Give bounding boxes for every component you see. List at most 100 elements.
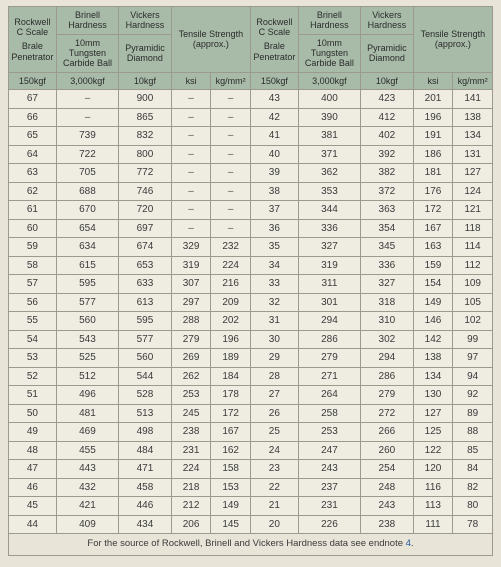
cell-hrc2: 40 [250, 145, 298, 164]
cell-hrc2: 27 [250, 386, 298, 405]
cell-kgmm2: 118 [453, 219, 493, 238]
cell-ksi: 269 [171, 349, 211, 368]
cell-hb: 688 [56, 182, 118, 201]
cell-hb: 432 [56, 478, 118, 497]
cell-ksi: 212 [171, 497, 211, 516]
cell-hrc: 53 [9, 349, 57, 368]
cell-hrc2: 28 [250, 367, 298, 386]
hdr-vickers-right: Vickers Hardness [361, 7, 414, 35]
cell-kgmm2: 121 [453, 201, 493, 220]
cell-hrc2: 36 [250, 219, 298, 238]
cell-kgmm2: 99 [453, 330, 493, 349]
cell-hb2: 381 [298, 127, 360, 146]
table-body: 67–900––4340042320114166–865––4239041219… [9, 90, 493, 534]
cell-hrc: 60 [9, 219, 57, 238]
cell-ksi: 238 [171, 423, 211, 442]
cell-hb: 409 [56, 515, 118, 534]
cell-ksi2: 191 [413, 127, 453, 146]
cell-kgmm: 209 [211, 293, 251, 312]
cell-hrc: 59 [9, 238, 57, 257]
cell-hb: 705 [56, 164, 118, 183]
hdr-rockwell-title-r: Rockwell C Scale [253, 17, 296, 38]
cell-hrc: 46 [9, 478, 57, 497]
cell-ksi2: 167 [413, 219, 453, 238]
cell-hb: 722 [56, 145, 118, 164]
table-row: 525125442621842827128613494 [9, 367, 493, 386]
cell-hv: 528 [119, 386, 172, 405]
hdr-brale-r: Brale Penetrator [253, 41, 296, 62]
cell-hb: – [56, 108, 118, 127]
cell-hrc2: 20 [250, 515, 298, 534]
cell-kgmm: 145 [211, 515, 251, 534]
cell-hv: 446 [119, 497, 172, 516]
cell-hb2: 390 [298, 108, 360, 127]
cell-hrc: 54 [9, 330, 57, 349]
cell-kgmm: 224 [211, 256, 251, 275]
cell-ksi2: 176 [413, 182, 453, 201]
cell-kgmm2: 114 [453, 238, 493, 257]
cell-hv2: 412 [361, 108, 414, 127]
table-row: 535255602691892927929413897 [9, 349, 493, 368]
cell-kgmm: 196 [211, 330, 251, 349]
hdr-rockwell-title: Rockwell C Scale [11, 17, 54, 38]
cell-hb2: 327 [298, 238, 360, 257]
cell-kgmm2: 94 [453, 367, 493, 386]
cell-hv: 595 [119, 312, 172, 331]
cell-kgmm2: 138 [453, 108, 493, 127]
cell-hv: 865 [119, 108, 172, 127]
cell-hb2: 231 [298, 497, 360, 516]
cell-ksi: 288 [171, 312, 211, 331]
cell-ksi: 245 [171, 404, 211, 423]
cell-hv2: 272 [361, 404, 414, 423]
cell-hrc2: 21 [250, 497, 298, 516]
cell-hrc2: 37 [250, 201, 298, 220]
cell-hv2: 354 [361, 219, 414, 238]
cell-ksi2: 201 [413, 90, 453, 109]
hdr-brale: Brale Penetrator [11, 41, 54, 62]
cell-kgmm: – [211, 145, 251, 164]
cell-hv2: 238 [361, 515, 414, 534]
cell-kgmm: 178 [211, 386, 251, 405]
cell-kgmm2: 131 [453, 145, 493, 164]
cell-kgmm: 202 [211, 312, 251, 331]
cell-hrc2: 39 [250, 164, 298, 183]
cell-ksi: – [171, 219, 211, 238]
cell-hv2: 327 [361, 275, 414, 294]
cell-kgmm: – [211, 182, 251, 201]
unit-kgmm-r: kg/mm² [453, 72, 493, 89]
cell-hrc: 66 [9, 108, 57, 127]
cell-hb2: 311 [298, 275, 360, 294]
cell-hrc2: 31 [250, 312, 298, 331]
cell-hrc: 58 [9, 256, 57, 275]
cell-hrc2: 42 [250, 108, 298, 127]
cell-hrc: 48 [9, 441, 57, 460]
table-row: 64722800––40371392186131 [9, 145, 493, 164]
cell-hb2: 400 [298, 90, 360, 109]
cell-ksi2: 172 [413, 201, 453, 220]
cell-hrc2: 26 [250, 404, 298, 423]
unit-hb-l: 3,000kgf [56, 72, 118, 89]
hdr-diamond-left: Pyramidic Diamond [119, 34, 172, 72]
cell-hrc2: 41 [250, 127, 298, 146]
cell-hv: 772 [119, 164, 172, 183]
cell-hv2: 254 [361, 460, 414, 479]
cell-ksi: 218 [171, 478, 211, 497]
unit-ksi-l: ksi [171, 72, 211, 89]
cell-kgmm: 153 [211, 478, 251, 497]
cell-hb: 577 [56, 293, 118, 312]
unit-hrc-l: 150kgf [9, 72, 57, 89]
cell-hv: 544 [119, 367, 172, 386]
cell-kgmm2: 88 [453, 423, 493, 442]
cell-hv2: 423 [361, 90, 414, 109]
cell-hv2: 318 [361, 293, 414, 312]
cell-kgmm: – [211, 108, 251, 127]
table-row: 5861565331922434319336159112 [9, 256, 493, 275]
cell-hb2: 237 [298, 478, 360, 497]
cell-hv2: 243 [361, 497, 414, 516]
hardness-conversion-table: Rockwell C Scale Brale Penetrator Brinel… [0, 0, 501, 560]
cell-hv: 720 [119, 201, 172, 220]
cell-ksi: – [171, 127, 211, 146]
cell-hb: 455 [56, 441, 118, 460]
cell-kgmm2: 127 [453, 164, 493, 183]
cell-ksi: 224 [171, 460, 211, 479]
